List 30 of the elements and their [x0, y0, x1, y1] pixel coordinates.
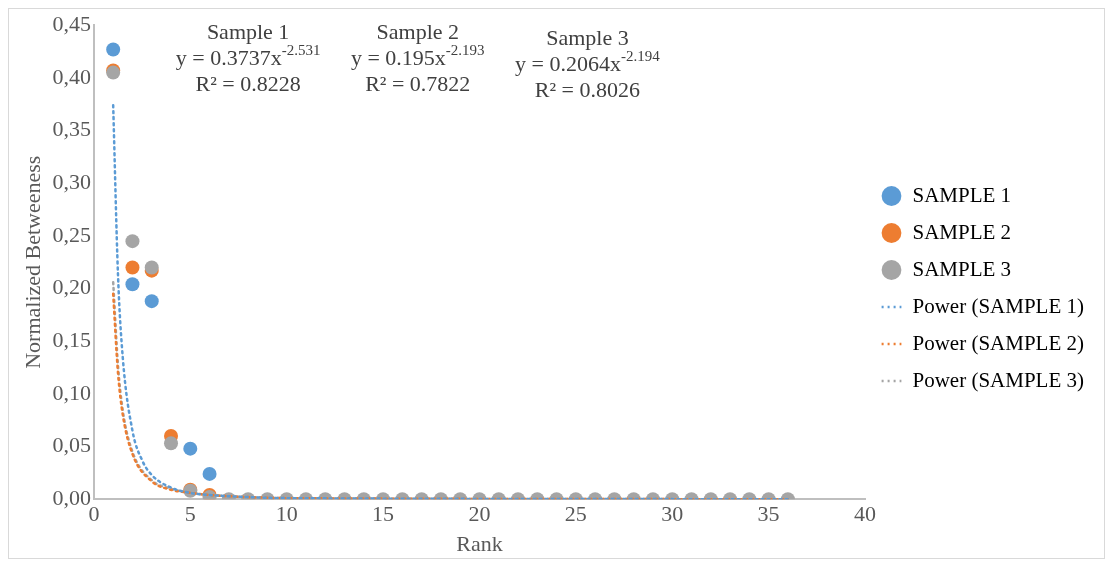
x-tick-label: 15: [372, 501, 395, 527]
y-tick-label: 0,35: [52, 116, 91, 142]
x-axis-title: Rank: [456, 530, 503, 556]
y-tick-label: 0,20: [52, 274, 91, 300]
legend-label: Power (SAMPLE 1): [912, 293, 1085, 318]
x-tick-label: 40: [854, 501, 876, 527]
legend-label: SAMPLE 3: [912, 256, 1012, 281]
y-tick-label: 0,45: [52, 10, 91, 36]
y-tick-label: 0,00: [52, 484, 91, 510]
point: [125, 277, 140, 292]
point: [125, 234, 140, 249]
x-tick-label: 10: [275, 501, 298, 527]
y-tick-label: 0,30: [52, 168, 91, 194]
y-tick-label: 0,05: [52, 432, 91, 458]
point: [125, 260, 140, 275]
legend-label: SAMPLE 2: [912, 219, 1012, 244]
x-tick-label: 20: [468, 501, 491, 527]
x-tick-label: 30: [661, 501, 684, 527]
point: [144, 294, 159, 309]
y-tick-label: 0,40: [52, 63, 91, 89]
y-tick-label: 0,25: [52, 221, 91, 247]
legend-label: Power (SAMPLE 2): [912, 330, 1085, 355]
x-tick-label: 35: [757, 501, 780, 527]
y-tick-label: 0,15: [52, 326, 91, 352]
y-axis-title: Normalized Betweeness: [19, 155, 45, 369]
legend-label: SAMPLE 1: [912, 182, 1012, 207]
legend-label: Power (SAMPLE 3): [912, 367, 1085, 392]
y-tick-label: 0,10: [52, 379, 91, 405]
x-tick-label: 5: [184, 501, 196, 527]
x-tick-label: 25: [564, 501, 587, 527]
